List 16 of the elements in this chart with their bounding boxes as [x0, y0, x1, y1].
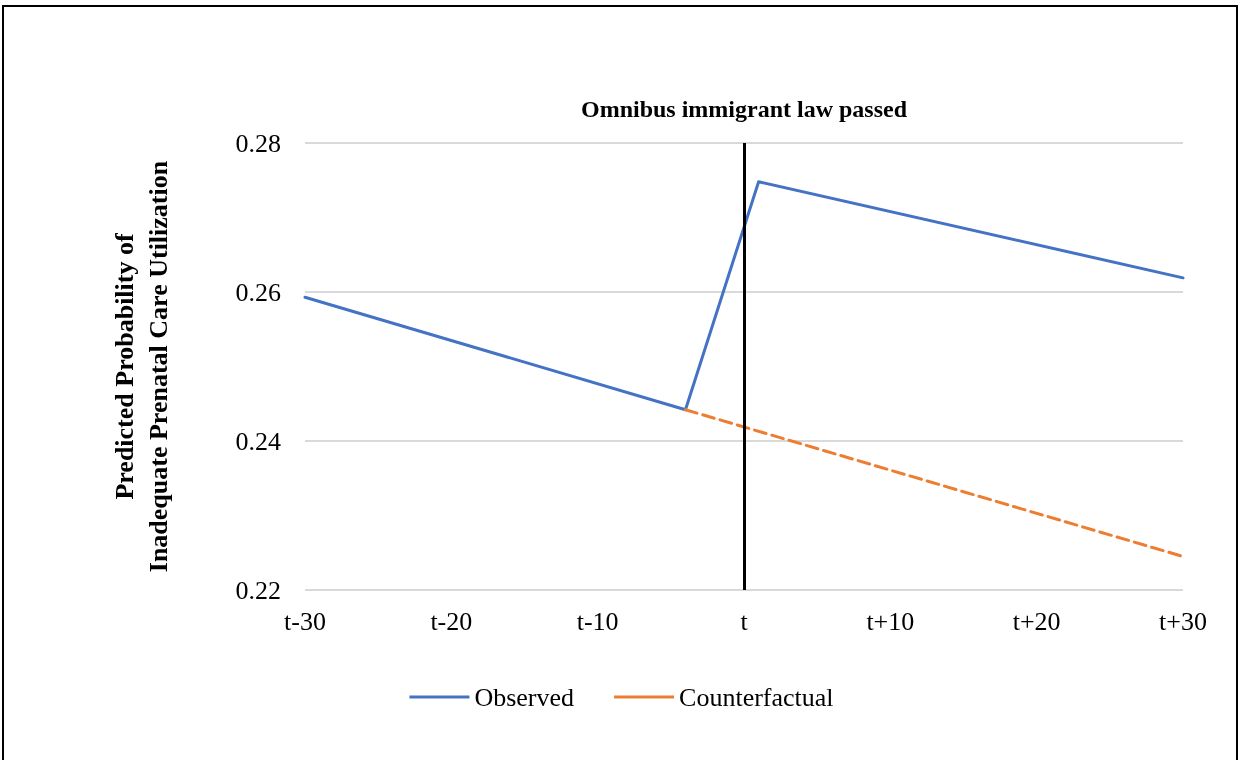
ref-line-label: Omnibus immigrant law passed	[580, 96, 908, 122]
x-tick-label: t-30	[284, 606, 326, 636]
legend-label: Observed	[474, 682, 575, 712]
x-tick-label: t-10	[576, 606, 619, 636]
x-tick-label: t+30	[1159, 606, 1207, 636]
x-tick-label: t+20	[1012, 606, 1061, 636]
x-tick-label: t-20	[430, 606, 473, 636]
x-tick-label: t	[740, 606, 749, 636]
y-tick-label: 0.28	[235, 128, 281, 158]
y-axis-title: Predicted Probability of Inadequate Prenatal Care Utilization	[109, 160, 173, 573]
y-tick-label: 0.22	[235, 575, 281, 605]
legend-label: Counterfactual	[679, 682, 834, 712]
x-tick-label: t+10	[866, 606, 915, 636]
y-tick-label: 0.24	[235, 426, 281, 456]
line-series	[303, 180, 1185, 412]
y-tick-label: 0.26	[235, 277, 281, 307]
